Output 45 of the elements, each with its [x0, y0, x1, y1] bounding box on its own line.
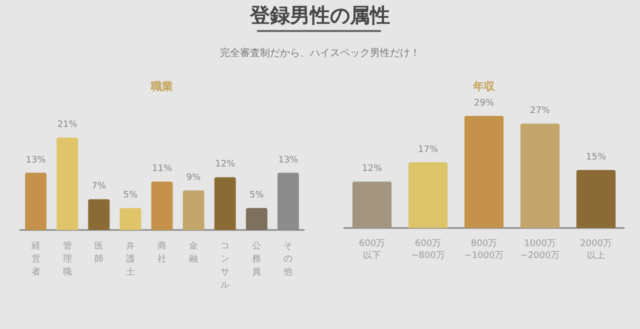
- data-label: 13%: [278, 155, 299, 166]
- x-tick-label: コンサル: [220, 242, 230, 290]
- data-label: 12%: [215, 160, 236, 170]
- x-tick-label: 1000万~2000万: [520, 239, 560, 261]
- x-tick-label: 医師: [94, 240, 104, 264]
- x-tick-label: 金融: [189, 240, 198, 264]
- text: 登録男性の属性: [248, 2, 391, 29]
- x-tick-label: 600万以下: [358, 239, 386, 261]
- bar: [25, 172, 47, 230]
- bar: [214, 177, 236, 230]
- x-tick-label: 600万~800万: [411, 239, 445, 261]
- bar: [576, 170, 616, 228]
- x-tick-label: その他: [284, 242, 293, 278]
- data-label: 5%: [250, 190, 264, 200]
- bar: [520, 124, 560, 228]
- x-tick-label: 管理職: [62, 240, 72, 278]
- x-tick-label: 2000万以上: [580, 239, 612, 261]
- bar: [182, 190, 204, 230]
- data-label: 9%: [186, 172, 202, 183]
- x-tick-label: 弁護士: [126, 240, 135, 278]
- bar: [120, 208, 142, 230]
- chart-title: 職業: [150, 80, 173, 93]
- data-label: 17%: [418, 144, 438, 155]
- bar: [56, 138, 78, 230]
- data-label: 27%: [530, 106, 550, 116]
- bar: [88, 199, 110, 230]
- x-tick-label: 商社: [158, 240, 166, 264]
- bar: [352, 182, 392, 228]
- data-label: 12%: [362, 164, 382, 174]
- data-label: 5%: [123, 190, 138, 200]
- data-label: 11%: [152, 164, 172, 174]
- x-tick-label: 800万~1000万: [464, 239, 504, 261]
- data-label: 13%: [26, 155, 46, 166]
- bar: [408, 162, 448, 228]
- x-tick-label: 経営者: [30, 242, 40, 278]
- data-label: 7%: [92, 182, 106, 192]
- bar: [464, 116, 504, 228]
- x-tick-label: 公務員: [252, 240, 262, 278]
- data-label: 21%: [57, 120, 78, 130]
- data-label: 15%: [586, 152, 606, 162]
- chart-title: 年収: [472, 80, 496, 93]
- data-label: 29%: [474, 98, 494, 108]
- bar: [246, 208, 268, 230]
- bar: [151, 182, 173, 230]
- text: 完全審査制だから、ハイスペック男性だけ！: [219, 46, 421, 60]
